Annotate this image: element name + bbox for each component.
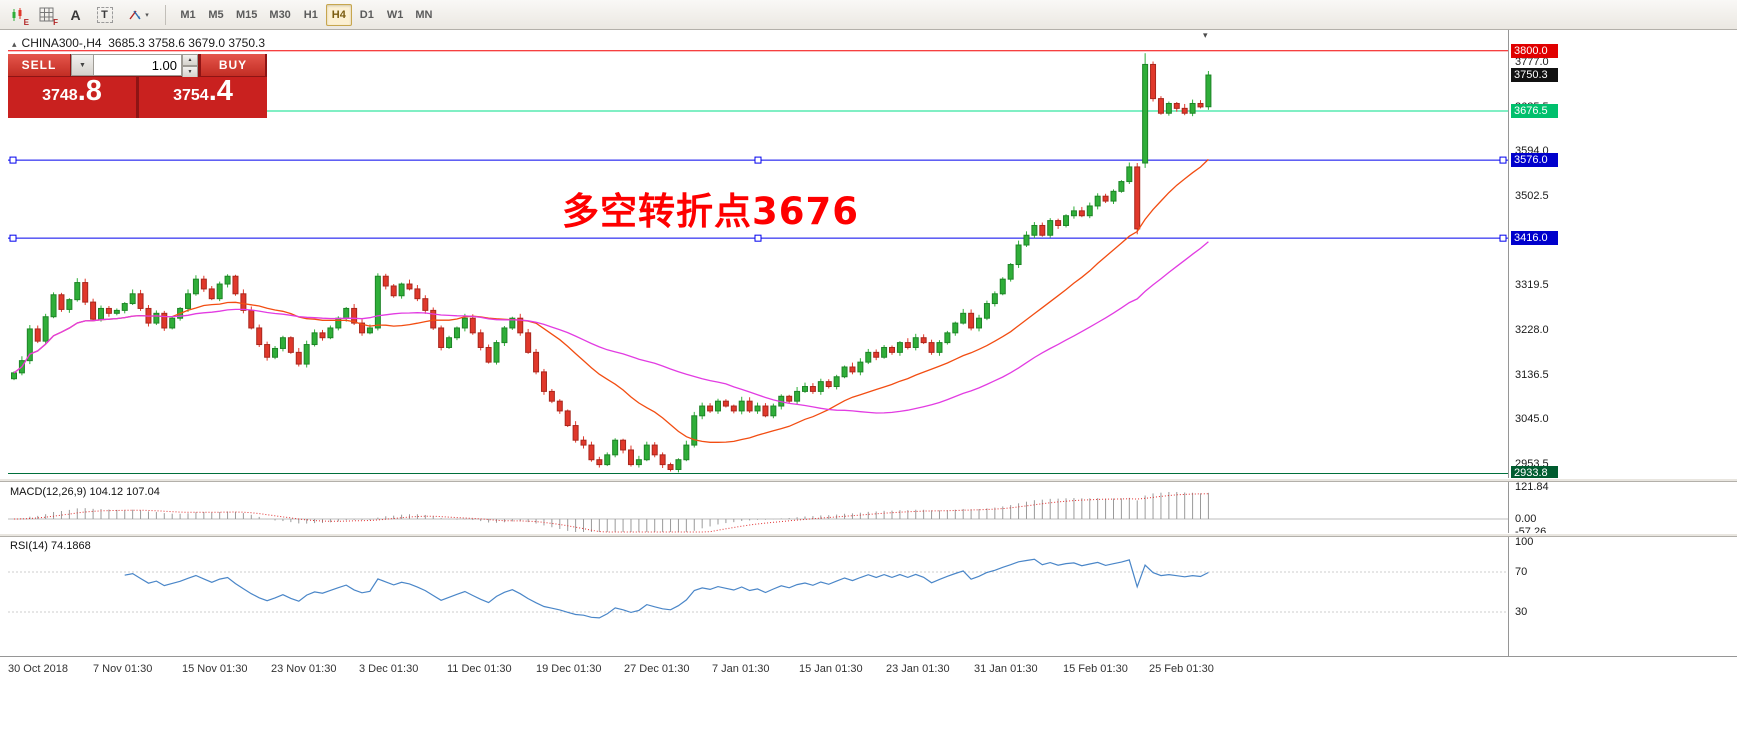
macd-signal-line xyxy=(13,493,1209,533)
volume-increase-button[interactable]: ▲ xyxy=(182,54,198,66)
arrows-tool-button[interactable]: ▾ xyxy=(120,3,156,27)
text-label-button[interactable]: A xyxy=(62,3,89,27)
hline-price-tag: 2933.8 xyxy=(1511,466,1558,481)
volume-input[interactable] xyxy=(94,54,182,76)
time-axis-label: 23 Jan 01:30 xyxy=(886,663,950,675)
chart-annotation[interactable]: 多空转折点3676 xyxy=(562,190,859,233)
chart-type-button[interactable]: E xyxy=(4,3,31,27)
rsi-label: RSI(14) 74.1868 xyxy=(10,540,91,552)
sell-button[interactable]: SELL xyxy=(8,54,70,76)
bid-price: 3748.8 xyxy=(8,77,136,118)
ma-slow-line xyxy=(13,241,1209,414)
price-axis-tick: 70 xyxy=(1515,566,1528,578)
time-axis-label: 15 Feb 01:30 xyxy=(1063,663,1128,675)
volume-dropdown-button[interactable]: ▼ xyxy=(71,54,94,76)
time-axis-label: 27 Dec 01:30 xyxy=(624,663,690,675)
pane-separator[interactable] xyxy=(0,533,1737,537)
price-axis-tick: 3228.0 xyxy=(1515,323,1549,336)
timeframe-button-m5[interactable]: M5 xyxy=(208,8,224,21)
time-axis-label: 7 Jan 01:30 xyxy=(712,663,770,675)
time-axis-label: 30 Oct 2018 xyxy=(8,663,68,675)
text-label-icon: A xyxy=(70,6,81,23)
macd-pane xyxy=(8,491,1508,533)
text-box-button[interactable]: T xyxy=(91,3,118,27)
bid-pips: .8 xyxy=(77,75,102,107)
chart-title-text: CHINA300-,H4 3685.3 3758.6 3679.0 3750.3 xyxy=(21,36,266,50)
volume-stepper: ▲ ▼ xyxy=(182,54,198,78)
price-axis-tick: 121.84 xyxy=(1515,480,1549,493)
ask-pips: .4 xyxy=(208,75,233,107)
chart-title: ▴ CHINA300-,H4 3685.3 3758.6 3679.0 3750.… xyxy=(12,36,265,50)
current-price-tag: 3750.3 xyxy=(1511,68,1558,83)
price-axis-tick: 30 xyxy=(1515,606,1528,618)
hline-price-tag: 3800.0 xyxy=(1511,43,1558,58)
time-axis[interactable]: 30 Oct 2018 7 Nov 01:30 15 Nov 01:30 23 Nov… xyxy=(0,656,1737,754)
trade-controls-row: SELL ▼ ▲ ▼ BUY xyxy=(8,54,267,78)
price-axis-tick: 3319.5 xyxy=(1515,279,1549,292)
bid-int: 3748 xyxy=(42,87,78,104)
timeframe-button-mn[interactable]: MN xyxy=(415,8,433,21)
trade-prices-row: 3748.8 3754.4 xyxy=(8,77,267,118)
timeframe-button-m15[interactable]: M15 xyxy=(236,8,258,21)
time-axis-label: 15 Jan 01:30 xyxy=(799,663,863,675)
one-click-trading-panel: SELL ▼ ▲ ▼ BUY 3748.8 3754.4 xyxy=(8,54,267,118)
ask-price: 3754.4 xyxy=(139,77,267,118)
hline-price-tag: 3676.5 xyxy=(1511,104,1558,119)
icon-sub-label: F xyxy=(53,17,58,27)
hline-price-tag: 3576.0 xyxy=(1511,153,1558,168)
collapse-icon[interactable]: ▴ xyxy=(12,39,17,49)
time-axis-label: 23 Nov 01:30 xyxy=(271,663,337,675)
buy-button[interactable]: BUY xyxy=(201,54,265,76)
text-box-icon: T xyxy=(96,6,113,23)
timeframe-button-m1[interactable]: M1 xyxy=(180,8,196,21)
toolbar: E F A T ▾ M1 M xyxy=(0,0,1737,30)
arrows-icon xyxy=(129,10,141,19)
time-axis-label: 31 Jan 01:30 xyxy=(974,663,1038,675)
timeframe-group: M1 M5 M15 M30 H1 H4 D1 W1 MN xyxy=(175,3,437,26)
price-axis[interactable]: 3777.03685.53594.03502.53319.53228.03136… xyxy=(1508,30,1737,657)
price-axis-tick: 3777.0 xyxy=(1515,56,1549,68)
rsi-pane xyxy=(8,558,1508,619)
timeframe-button-h4[interactable]: H4 xyxy=(325,3,352,26)
grid-icon xyxy=(39,7,54,22)
price-axis-tick: 3502.5 xyxy=(1515,189,1549,202)
time-axis-label: 19 Dec 01:30 xyxy=(536,663,602,675)
timeframe-button-d1[interactable]: D1 xyxy=(359,8,374,21)
time-axis-label: 7 Nov 01:30 xyxy=(93,663,153,675)
time-axis-label: 25 Feb 01:30 xyxy=(1149,663,1214,675)
rsi-line xyxy=(124,558,1209,619)
pane-separator[interactable] xyxy=(0,478,1737,482)
ask-int: 3754 xyxy=(173,87,209,104)
timeframe-button-m30[interactable]: M30 xyxy=(269,8,291,21)
time-axis-label: 15 Nov 01:30 xyxy=(182,663,248,675)
price-axis-tick: 3045.0 xyxy=(1515,413,1549,426)
chevron-down-icon: ▼ xyxy=(79,61,86,69)
price-axis-tick: 0.00 xyxy=(1515,513,1537,525)
hline-price-tag: 3416.0 xyxy=(1511,231,1558,246)
grid-button[interactable]: F xyxy=(33,3,60,27)
price-axis-tick: 3136.5 xyxy=(1515,368,1549,381)
chart-shift-marker-icon[interactable]: ▾ xyxy=(1203,30,1208,40)
time-axis-label: 3 Dec 01:30 xyxy=(359,663,419,675)
chevron-down-icon: ▾ xyxy=(145,11,149,19)
icon-sub-label: E xyxy=(23,17,29,27)
timeframe-button-h1[interactable]: H1 xyxy=(303,8,318,21)
toolbar-separator xyxy=(165,4,166,25)
macd-label: MACD(12,26,9) 104.12 107.04 xyxy=(10,486,160,498)
timeframe-button-w1[interactable]: W1 xyxy=(386,8,404,21)
candlestick-chart-icon xyxy=(12,7,21,21)
price-axis-tick: 100 xyxy=(1515,536,1534,548)
time-axis-label: 11 Dec 01:30 xyxy=(447,663,512,675)
